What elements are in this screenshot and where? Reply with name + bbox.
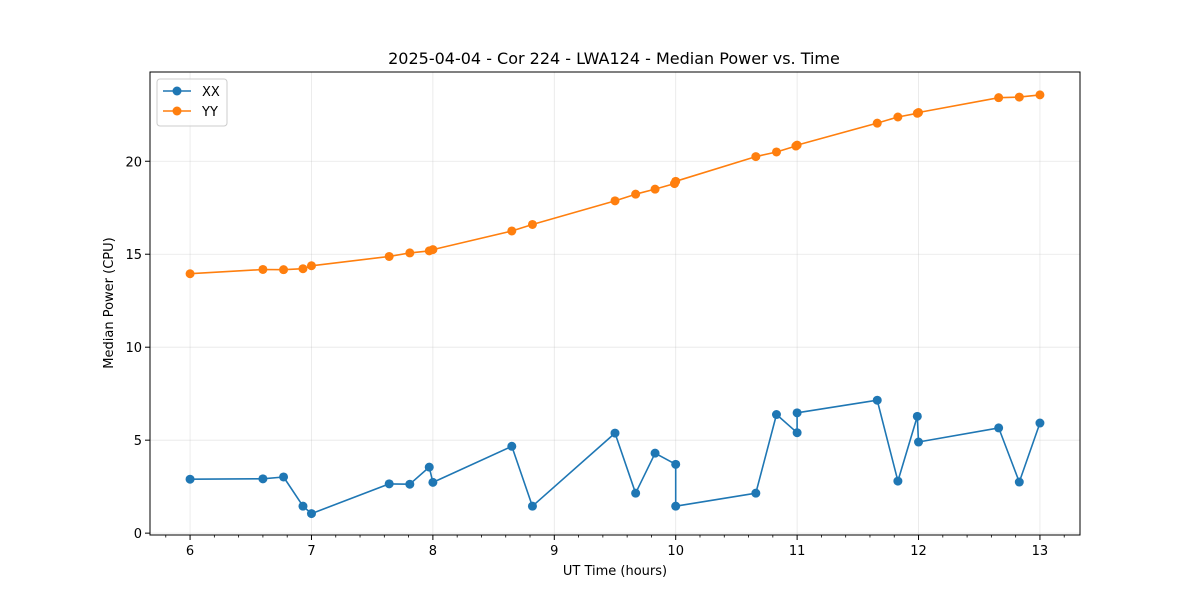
data-point-xx (751, 488, 761, 498)
y-tick-label: 15 (125, 248, 142, 263)
data-point-xx (527, 501, 537, 511)
data-point-yy (527, 219, 537, 229)
y-axis-label: Median Power (CPU) (102, 237, 117, 368)
data-point-xx (994, 423, 1004, 433)
data-point-xx (507, 441, 517, 451)
data-point-yy (893, 112, 903, 122)
data-point-xx (258, 474, 268, 484)
legend-label-xx: XX (202, 85, 220, 100)
data-point-xx (306, 509, 316, 519)
data-point-yy (507, 226, 517, 236)
data-point-yy (298, 264, 308, 274)
data-point-xx (671, 501, 681, 511)
data-point-xx (792, 408, 802, 418)
data-point-xx (631, 488, 641, 498)
data-point-xx (872, 395, 882, 405)
data-point-xx (405, 479, 415, 489)
x-tick-label: 6 (186, 544, 194, 559)
data-point-yy (1035, 90, 1045, 100)
data-point-xx (671, 459, 681, 469)
data-point-xx (428, 477, 438, 487)
x-tick-label: 11 (789, 544, 806, 559)
data-point-yy (771, 147, 781, 157)
data-point-xx (771, 410, 781, 420)
data-point-xx (298, 501, 308, 511)
x-tick-label: 9 (550, 544, 558, 559)
x-axis-label: UT Time (hours) (563, 564, 667, 579)
data-point-yy (258, 264, 268, 274)
data-point-xx (912, 411, 922, 421)
data-point-yy (185, 269, 195, 279)
legend-marker-yy (172, 106, 182, 116)
data-point-yy (1014, 92, 1024, 102)
data-point-xx (279, 472, 289, 482)
data-point-yy (631, 189, 641, 199)
plot-frame (149, 71, 1081, 536)
data-point-yy (994, 93, 1004, 103)
y-tick-label: 10 (125, 341, 142, 356)
data-point-xx (424, 462, 434, 472)
data-point-yy (306, 261, 316, 271)
data-point-xx (893, 476, 903, 486)
data-point-yy (405, 248, 415, 258)
legend: XX YY (156, 78, 228, 127)
data-point-yy (428, 245, 438, 255)
y-tick-label: 20 (125, 155, 142, 170)
data-point-yy (872, 118, 882, 128)
y-tick-label: 0 (134, 527, 142, 542)
data-point-xx (185, 474, 195, 484)
series-layer (185, 90, 1045, 519)
data-point-yy (384, 251, 394, 261)
data-point-yy (792, 140, 802, 150)
data-point-yy (751, 152, 761, 162)
data-point-xx (1014, 477, 1024, 487)
legend-label-yy: YY (201, 105, 218, 120)
x-tick-label: 8 (429, 544, 437, 559)
data-point-yy (279, 265, 289, 275)
data-point-yy (650, 184, 660, 194)
data-point-xx (610, 428, 620, 438)
x-tick-label: 7 (307, 544, 315, 559)
data-point-xx (650, 448, 660, 458)
data-point-yy (914, 108, 924, 118)
chart-title: 2025-04-04 - Cor 224 - LWA124 - Median P… (388, 49, 840, 68)
x-tick-label: 13 (1032, 544, 1049, 559)
data-point-xx (792, 428, 802, 438)
data-point-yy (610, 196, 620, 206)
data-point-xx (914, 437, 924, 447)
ticks: 6 7 8 9 10 11 12 13 0 5 10 15 20 (125, 155, 1065, 559)
data-point-yy (671, 176, 681, 186)
x-tick-label: 10 (667, 544, 684, 559)
x-tick-label: 12 (910, 544, 927, 559)
data-point-xx (1035, 418, 1045, 428)
legend-marker-xx (172, 86, 182, 96)
y-tick-label: 5 (134, 434, 142, 449)
data-point-xx (384, 479, 394, 489)
